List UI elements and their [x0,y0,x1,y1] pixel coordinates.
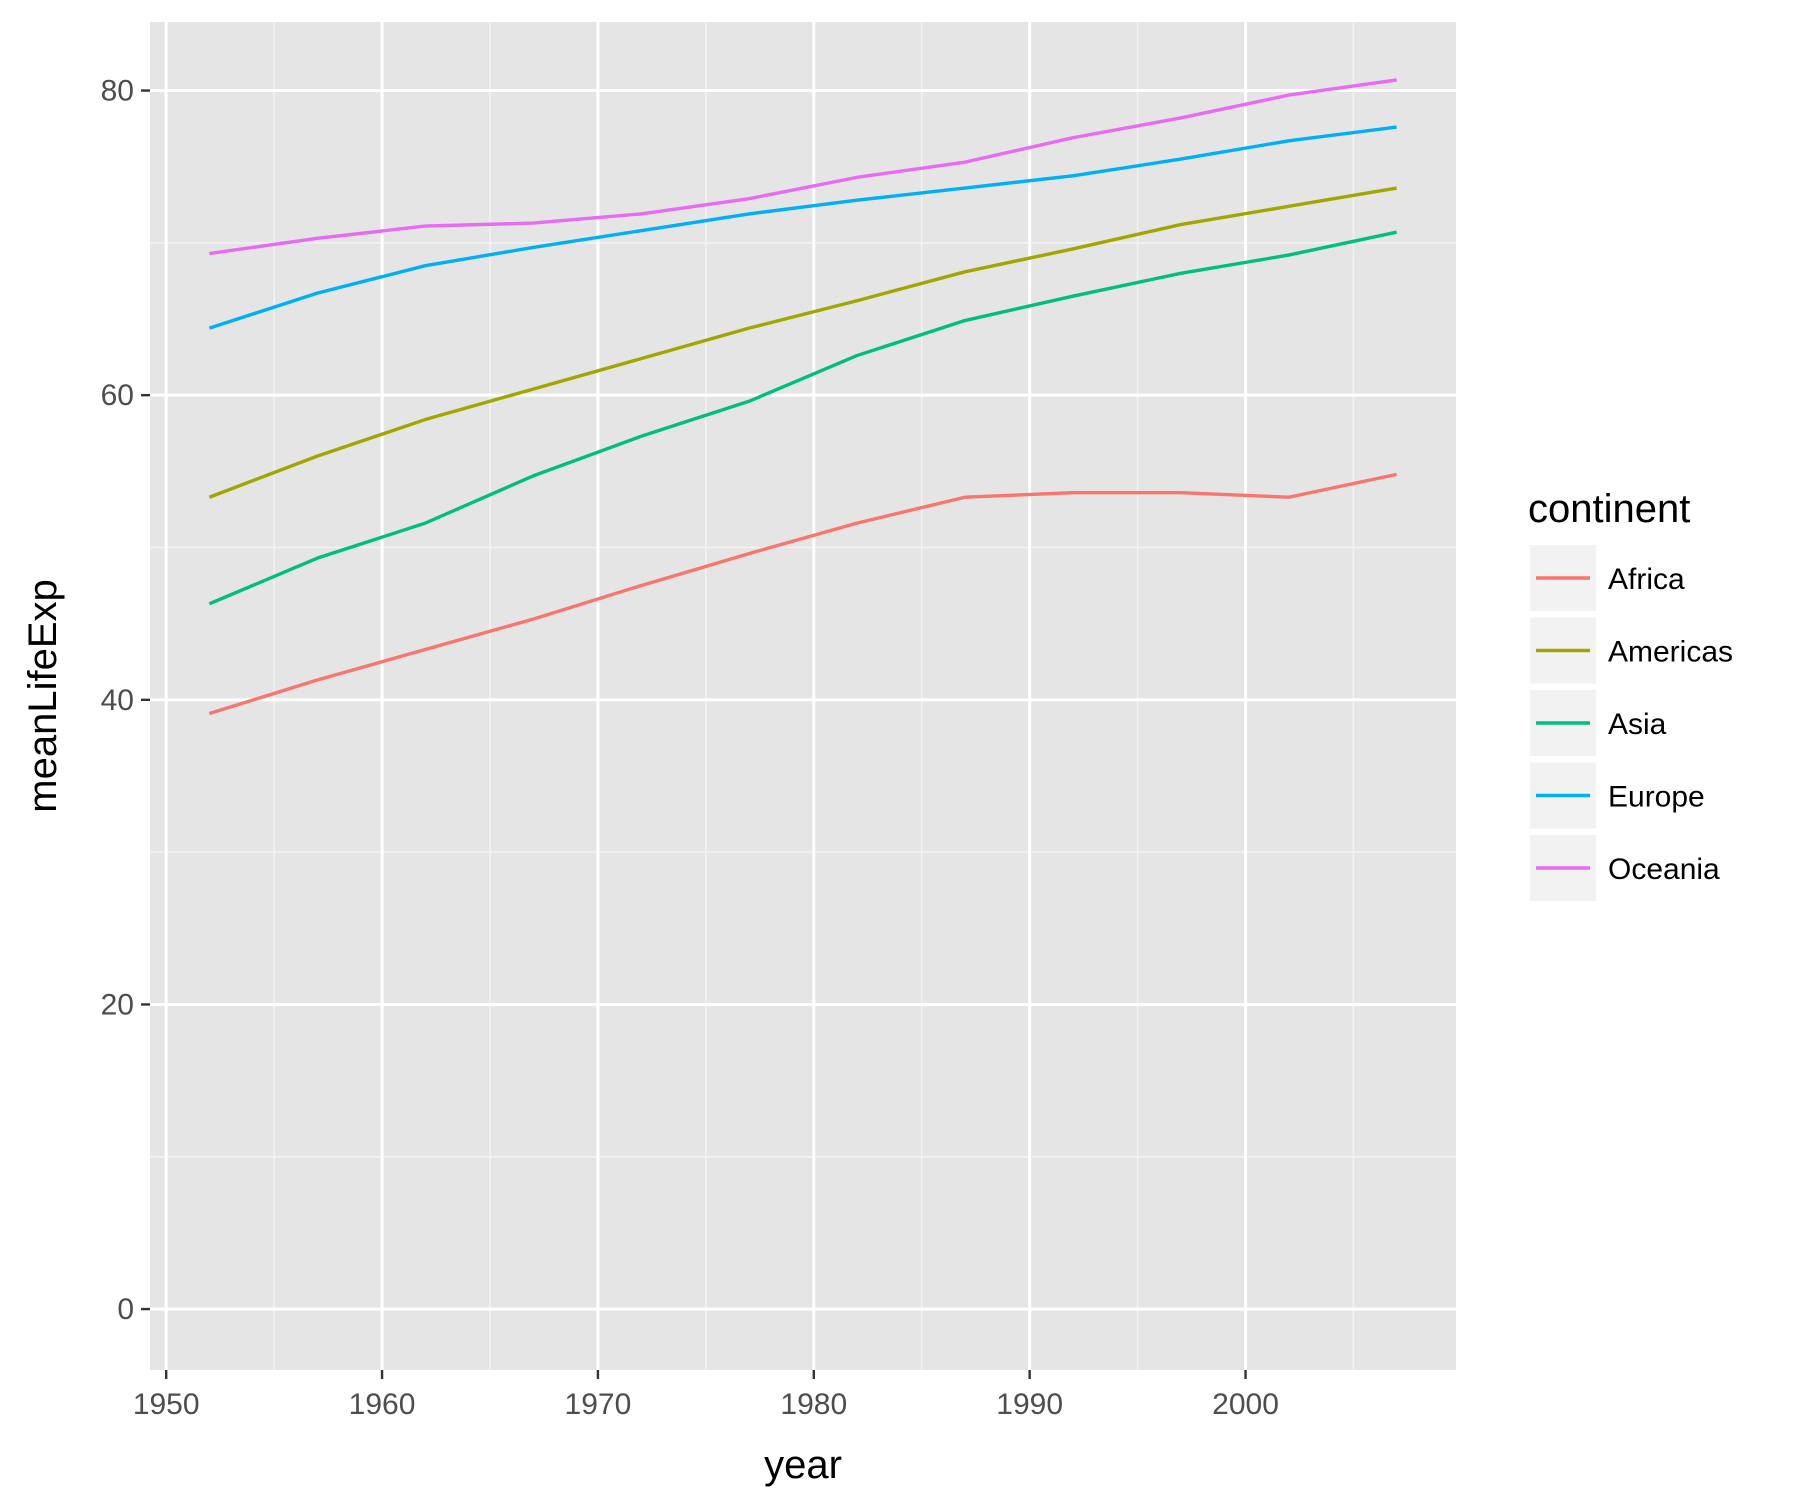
x-tick-label: 1980 [780,1388,847,1421]
legend-label: Oceania [1608,853,1720,886]
x-tick-label: 2000 [1212,1388,1279,1421]
y-tick-label: 40 [101,684,134,717]
y-tick-label: 0 [117,1293,134,1326]
y-axis: 0 20 40 60 80 [101,75,150,1326]
x-tick-label: 1970 [565,1388,632,1421]
legend: continent Africa Americas Asia Europe Oceani… [1528,487,1733,901]
legend-item-oceania: Oceania [1530,835,1720,901]
series-line-africa [208,472,1397,716]
series-line-americas [208,186,1397,499]
y-tick-label: 80 [101,75,134,108]
legend-label: Europe [1608,781,1705,814]
series-line-europe [208,125,1397,330]
x-axis-title: year [764,1443,842,1487]
x-axis: 1950 1960 1970 1980 1990 2000 [133,1370,1279,1421]
legend-label: Americas [1608,636,1733,669]
x-tick-label: 1960 [349,1388,416,1421]
legend-item-africa: Africa [1530,545,1685,611]
x-tick-label: 1950 [133,1388,200,1421]
legend-item-americas: Americas [1530,617,1733,684]
series-line-asia [208,230,1397,606]
legend-item-asia: Asia [1530,690,1667,756]
legend-label: Asia [1608,708,1667,741]
minor-gridlines [150,22,1456,1370]
series-line-oceania [209,78,1397,256]
plot-panel [150,22,1456,1370]
series-lines [208,78,1397,716]
y-tick-label: 60 [101,379,134,412]
legend-label: Africa [1608,563,1685,596]
major-gridlines [150,22,1456,1370]
legend-item-europe: Europe [1530,762,1705,829]
legend-items: Africa Americas Asia Europe Oceania [1530,545,1733,901]
x-tick-label: 1990 [996,1388,1063,1421]
y-tick-label: 20 [101,988,134,1021]
legend-title: continent [1528,487,1690,531]
y-axis-title: meanLifeExp [21,579,65,812]
